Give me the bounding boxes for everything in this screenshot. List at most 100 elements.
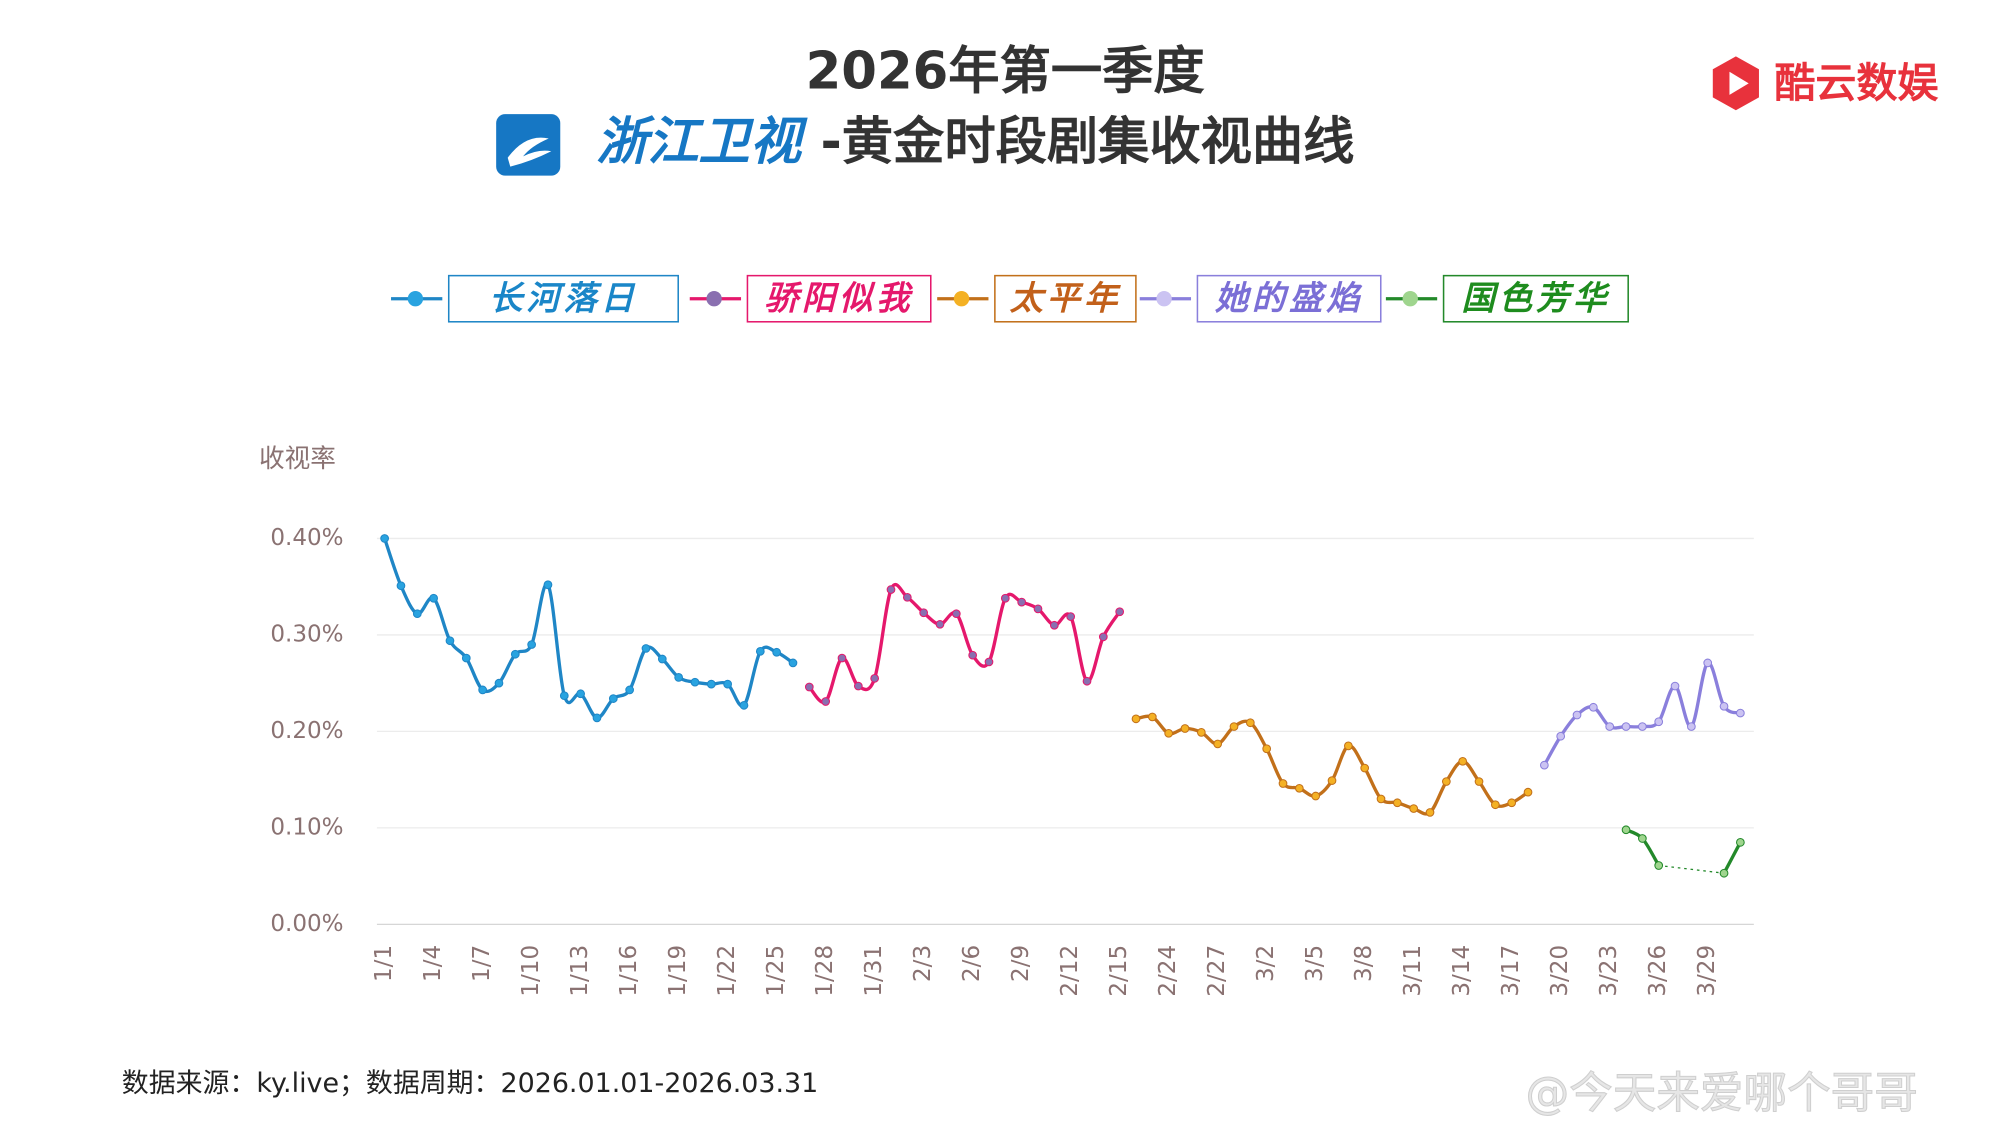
- x-tick-label: 2/12: [1057, 945, 1083, 997]
- data-point: [641, 644, 651, 653]
- data-point: [804, 682, 814, 692]
- data-point: [1589, 702, 1598, 712]
- x-tick-label: 3/20: [1547, 945, 1573, 997]
- data-point: [1507, 798, 1517, 808]
- data-point: [1474, 777, 1484, 786]
- brand-play: [1729, 71, 1749, 95]
- data-point: [559, 691, 569, 701]
- data-point: [1049, 620, 1059, 630]
- data-point: [1294, 783, 1304, 793]
- data-point: [1654, 861, 1664, 870]
- legend-box: [447, 274, 679, 323]
- data-point: [968, 650, 978, 660]
- x-tick-label: 3/17: [1498, 945, 1524, 997]
- y-tick-label: 0.00%: [270, 911, 343, 937]
- data-point: [1196, 727, 1206, 737]
- data-point: [1392, 798, 1402, 808]
- data-point: [592, 713, 602, 723]
- data-point: [1098, 632, 1108, 642]
- data-point: [461, 653, 471, 663]
- x-tick-label: 1/19: [665, 945, 691, 997]
- data-point: [1343, 741, 1353, 751]
- channel-logo: [496, 114, 561, 176]
- data-point: [723, 679, 733, 689]
- legend-label: 骄阳似我: [765, 278, 914, 317]
- data-point: [527, 640, 536, 649]
- data-point: [1670, 681, 1680, 691]
- legend-box: [1196, 274, 1382, 323]
- chart-subtitle: -黄金时段剧集收视曲线: [821, 112, 1355, 172]
- x-tick-label: 3/29: [1694, 945, 1720, 997]
- data-point: [1409, 804, 1419, 813]
- data-point: [870, 673, 880, 683]
- x-tick-label: 1/10: [518, 945, 544, 997]
- data-point: [1229, 722, 1239, 731]
- data-point: [902, 592, 912, 602]
- data-point: [935, 619, 945, 629]
- data-point: [1376, 794, 1386, 804]
- legend-box: [994, 274, 1137, 323]
- x-tick-label: 2/9: [1008, 945, 1034, 982]
- legend-dot: [706, 291, 722, 307]
- data-point: [1621, 825, 1631, 835]
- x-tick-label: 3/8: [1351, 945, 1377, 982]
- data-point: [1066, 612, 1076, 621]
- data-point: [510, 649, 520, 659]
- channel-name: 浙江卫视: [596, 112, 808, 172]
- data-point: [1719, 701, 1729, 711]
- data-point: [1278, 779, 1288, 788]
- data-point: [1490, 800, 1500, 810]
- data-point: [1327, 776, 1337, 785]
- data-point: [1262, 744, 1272, 754]
- x-tick-label: 3/5: [1302, 945, 1328, 982]
- data-point: [1458, 756, 1468, 766]
- legend-label: 太平年: [1010, 278, 1122, 317]
- data-point: [772, 647, 782, 657]
- y-tick-label: 0.40%: [270, 525, 343, 551]
- data-point: [837, 653, 847, 663]
- legend-label: 国色芳华: [1462, 278, 1612, 317]
- data-point: [1425, 808, 1435, 817]
- data-point: [1441, 777, 1451, 786]
- data-point: [1638, 834, 1647, 843]
- x-tick-label: 1/25: [763, 945, 789, 997]
- data-point: [886, 585, 896, 594]
- data-point: [412, 609, 422, 619]
- data-point: [625, 685, 635, 695]
- source-note: 数据来源：ky.live；数据周期：2026.01.01-2026.03.31: [122, 1068, 818, 1099]
- legend-box: [1442, 274, 1629, 323]
- y-tick-label: 0.10%: [270, 814, 343, 840]
- data-point: [1687, 722, 1696, 731]
- data-point: [1556, 731, 1566, 741]
- y-tick-label: 0.30%: [270, 621, 343, 647]
- x-tick-label: 3/26: [1645, 945, 1671, 997]
- x-tick-label: 2/6: [959, 945, 985, 982]
- x-tick-label: 1/22: [714, 945, 740, 997]
- data-point: [1082, 676, 1092, 686]
- data-point: [1523, 787, 1533, 797]
- data-point: [739, 700, 749, 710]
- x-tick-label: 3/11: [1400, 945, 1426, 997]
- data-point: [1703, 658, 1713, 668]
- data-point: [478, 685, 487, 695]
- data-point: [380, 534, 389, 543]
- brand-logo: [1712, 56, 1759, 111]
- data-point: [1621, 722, 1631, 731]
- x-tick-label: 2/15: [1106, 945, 1132, 997]
- data-point: [576, 689, 585, 699]
- legend-box: [746, 274, 932, 323]
- data-point: [788, 658, 798, 668]
- x-tick-label: 2/3: [910, 945, 936, 982]
- legend-dot: [407, 291, 424, 307]
- x-tick-label: 1/1: [371, 945, 397, 982]
- data-point: [706, 679, 716, 689]
- data-point: [1736, 837, 1745, 847]
- data-point: [1147, 712, 1157, 722]
- x-tick-label: 3/2: [1253, 945, 1279, 982]
- data-point: [674, 673, 684, 682]
- x-tick-label: 1/28: [812, 945, 838, 997]
- brand-name: 酷云数娱: [1774, 59, 1938, 107]
- data-point: [690, 677, 700, 687]
- data-point: [1033, 604, 1043, 614]
